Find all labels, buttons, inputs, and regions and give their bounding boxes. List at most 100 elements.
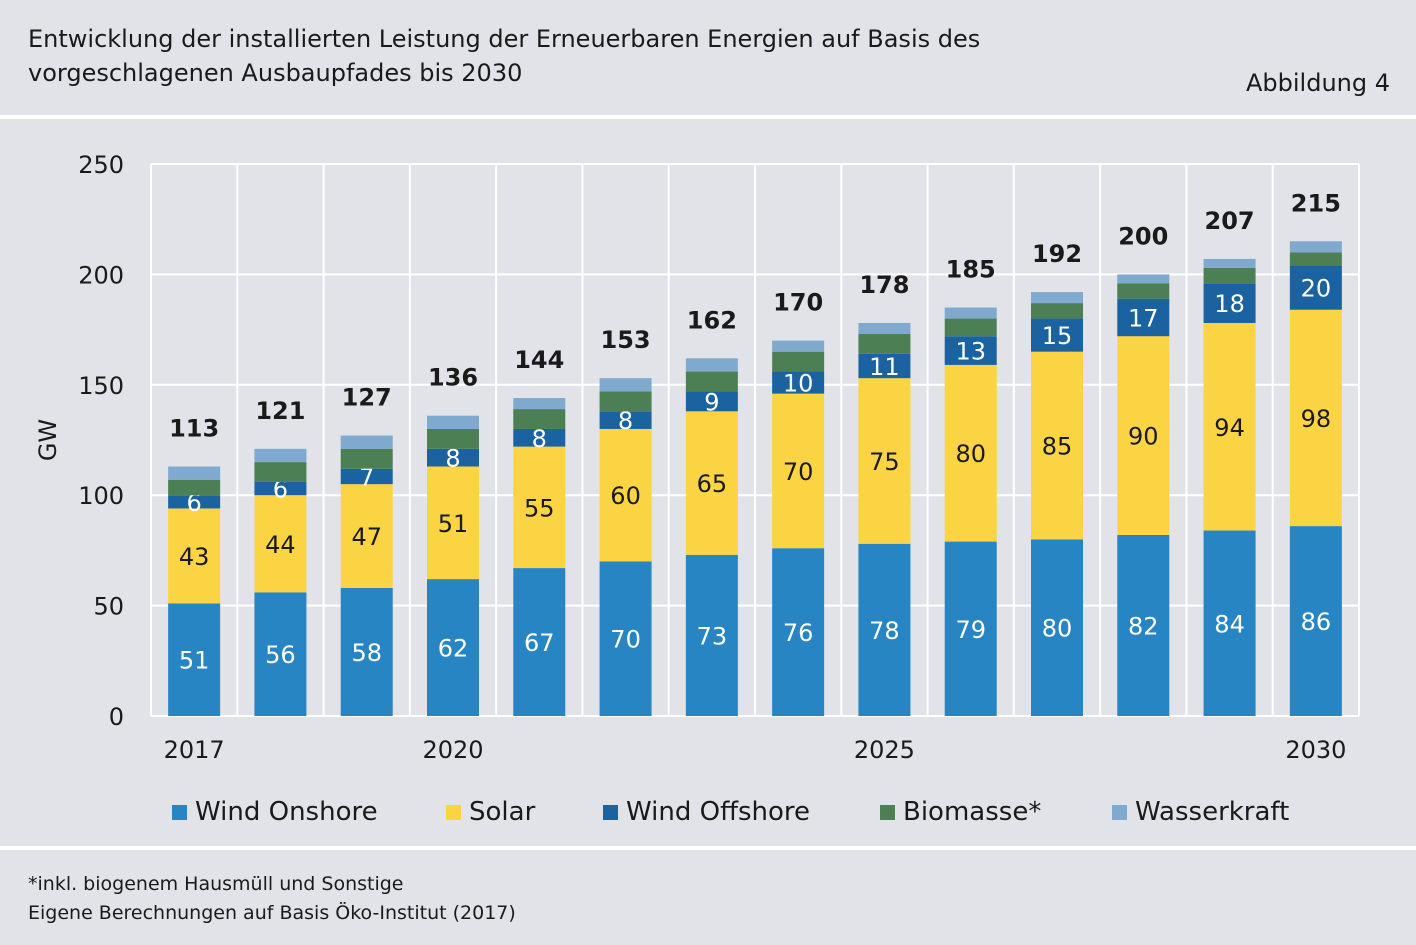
data-label: 67 <box>524 629 555 657</box>
bar-segment <box>858 353 911 379</box>
bar-segment <box>427 466 479 580</box>
bar-segment <box>1117 534 1170 716</box>
bar-segment <box>599 391 652 412</box>
bar-segment <box>685 554 738 716</box>
total-label: 113 <box>169 414 219 442</box>
total-label: 178 <box>859 271 909 299</box>
legend-label: Biomasse* <box>903 797 1042 827</box>
data-label: 7 <box>359 463 374 491</box>
bar-segment <box>1203 530 1256 716</box>
stacked-bar-chart: 050100150200250GW51436113201756446121584… <box>34 151 1360 764</box>
data-label: 84 <box>1214 610 1245 638</box>
bar-segment <box>513 428 566 447</box>
bar-segment <box>1031 351 1083 540</box>
legend-label: Wind Offshore <box>626 797 811 827</box>
bar-segment <box>858 378 911 544</box>
bar-segment <box>168 508 221 604</box>
data-label: 15 <box>1042 322 1073 350</box>
data-label: 80 <box>955 440 986 468</box>
data-label: 85 <box>1042 433 1073 461</box>
data-label: 90 <box>1128 423 1159 451</box>
bar-segment <box>513 409 566 429</box>
legend-item: Wasserkraft <box>1112 790 1289 834</box>
legend-label: Solar <box>469 797 536 827</box>
bar-segment <box>1289 241 1342 253</box>
bar-segment <box>599 411 652 429</box>
bar-segment <box>1117 283 1170 299</box>
bar-segment <box>944 336 997 365</box>
y-tick-label: 150 <box>78 372 124 400</box>
bar-segment <box>685 391 738 412</box>
bar-segment <box>1289 526 1342 716</box>
data-label: 70 <box>610 626 641 654</box>
data-label: 78 <box>869 617 900 645</box>
bar-segment <box>427 448 479 467</box>
bar-segment <box>1117 274 1170 284</box>
legend-item: Biomasse* <box>880 790 1041 834</box>
x-tick-label: 2020 <box>422 736 483 764</box>
chart-header: Entwicklung der installierten Leistung d… <box>0 0 1416 115</box>
chart-title-line2: vorgeschlagenen Ausbaupfades bis 2030 <box>28 59 523 87</box>
bar-segment <box>254 481 307 496</box>
legend-swatch <box>172 804 187 820</box>
data-label: 17 <box>1128 304 1159 332</box>
data-label: 86 <box>1301 608 1332 636</box>
data-label: 65 <box>697 470 728 498</box>
bar-segment <box>1289 265 1342 310</box>
legend-swatch <box>603 804 618 820</box>
bar-segment <box>340 468 393 485</box>
bar-segment <box>254 462 307 482</box>
legend-swatch <box>446 804 461 820</box>
legend-item: Wind Onshore <box>172 790 378 834</box>
bar-segment <box>427 415 479 429</box>
total-label: 192 <box>1032 240 1082 268</box>
data-label: 6 <box>273 476 288 504</box>
bar-segment <box>340 587 393 716</box>
bar-segment <box>1203 267 1256 284</box>
data-label: 58 <box>351 639 382 667</box>
bar-segment <box>1117 298 1170 337</box>
data-label: 20 <box>1301 275 1332 303</box>
bar-segment <box>1203 258 1256 268</box>
bar-segment <box>685 411 738 555</box>
data-label: 51 <box>438 510 469 538</box>
data-label: 70 <box>783 458 814 486</box>
data-label: 79 <box>955 616 986 644</box>
bar-segment <box>340 448 393 469</box>
bar-segment <box>1031 318 1083 352</box>
legend-item: Solar <box>446 790 535 834</box>
bar-segment <box>944 318 997 337</box>
bar-segment <box>340 435 393 449</box>
bar-segment <box>427 579 479 716</box>
bar-segment <box>254 448 307 463</box>
bar-segment <box>168 479 221 496</box>
bar-segment <box>168 603 221 716</box>
x-tick-label: 2030 <box>1285 736 1346 764</box>
data-label: 8 <box>532 425 547 453</box>
chart-title-line1: Entwicklung der installierten Leistung d… <box>28 25 981 53</box>
x-tick-label: 2025 <box>854 736 915 764</box>
total-label: 144 <box>514 346 564 374</box>
bar-segment <box>772 340 825 352</box>
bar-segment <box>1031 292 1083 304</box>
legend-swatch <box>880 804 895 820</box>
bar-segment <box>685 371 738 392</box>
data-label: 6 <box>187 489 202 517</box>
y-tick-label: 250 <box>78 151 124 179</box>
data-label: 11 <box>869 353 900 381</box>
chart-legend: Wind Onshore Solar Wind Offshore Biomasse* W… <box>0 790 1416 834</box>
bar-segment <box>513 568 566 716</box>
total-label: 170 <box>773 289 823 317</box>
data-label: 47 <box>351 523 382 551</box>
bar-segment <box>858 334 911 354</box>
data-label: 8 <box>618 407 633 435</box>
x-tick-label: 2017 <box>164 736 225 764</box>
legend-label: Wasserkraft <box>1135 797 1290 827</box>
data-label: 80 <box>1042 615 1073 643</box>
total-label: 121 <box>255 397 305 425</box>
bar-segment <box>599 378 652 392</box>
data-label: 55 <box>524 494 555 522</box>
bar-segment <box>1031 303 1083 319</box>
data-label: 94 <box>1214 414 1245 442</box>
bar-segment <box>772 371 825 394</box>
